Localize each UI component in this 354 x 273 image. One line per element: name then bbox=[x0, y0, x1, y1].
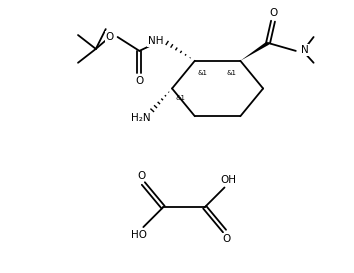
Polygon shape bbox=[240, 41, 269, 61]
Text: H₂N: H₂N bbox=[131, 113, 150, 123]
Text: NH: NH bbox=[148, 36, 163, 46]
Text: O: O bbox=[137, 171, 145, 181]
Text: O: O bbox=[269, 8, 277, 18]
Text: &1: &1 bbox=[198, 70, 208, 76]
Text: O: O bbox=[222, 234, 230, 244]
Text: &1: &1 bbox=[227, 70, 236, 76]
Text: O: O bbox=[135, 76, 143, 85]
Text: OH: OH bbox=[221, 174, 236, 185]
Text: N: N bbox=[301, 45, 308, 55]
Text: &1: &1 bbox=[175, 95, 185, 101]
Text: HO: HO bbox=[131, 230, 147, 240]
Text: O: O bbox=[105, 32, 114, 42]
